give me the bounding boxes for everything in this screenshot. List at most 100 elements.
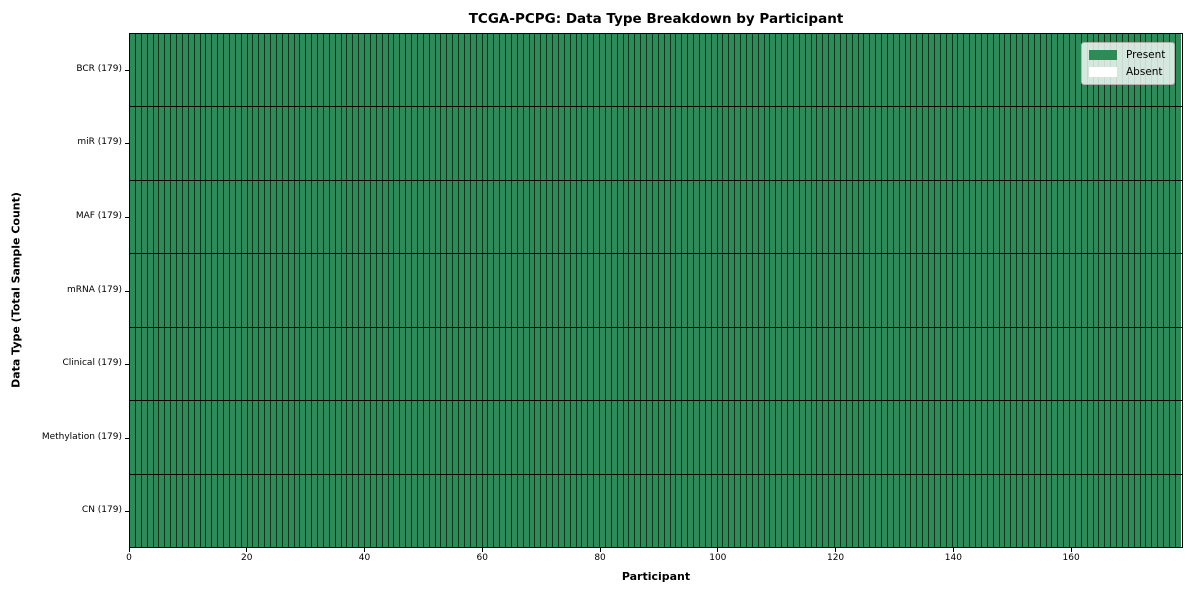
heatmap-cell (228, 401, 235, 474)
heatmap-cell (769, 254, 776, 327)
heatmap-cell (340, 107, 347, 180)
heatmap-cell (499, 34, 505, 107)
heatmap-cell (1051, 107, 1058, 180)
heatmap-cell (416, 254, 423, 327)
heatmap-cell (1168, 401, 1175, 474)
heatmap-cell (1027, 34, 1034, 107)
heatmap-cell (522, 474, 529, 547)
heatmap-cell (904, 254, 911, 327)
heatmap-cell (1092, 474, 1099, 547)
heatmap-cell (434, 107, 441, 180)
heatmap-cell (563, 34, 570, 107)
heatmap-cell (205, 327, 212, 401)
heatmap-cell (669, 474, 676, 547)
heatmap-cell (698, 34, 705, 107)
heatmap-cell (1133, 180, 1140, 254)
heatmap-cell (728, 327, 735, 401)
heatmap-cell (798, 254, 805, 327)
heatmap-cell (704, 474, 711, 547)
heatmap-cell (922, 107, 928, 180)
heatmap-cell (1033, 327, 1040, 401)
heatmap-cell (322, 474, 329, 547)
heatmap-cell (898, 107, 905, 180)
heatmap-cell (452, 401, 458, 474)
heatmap-cell (1051, 327, 1058, 401)
heatmap-cell (205, 254, 212, 327)
heatmap-cell (134, 401, 141, 474)
heatmap-cell (270, 474, 276, 547)
heatmap-cell (845, 327, 852, 401)
heatmap-cell (1151, 180, 1158, 254)
heatmap-cell (1016, 327, 1022, 401)
heatmap-cell (534, 107, 541, 180)
heatmap-cell (581, 254, 588, 327)
heatmap-cell (875, 254, 881, 327)
heatmap-cell (1069, 401, 1075, 474)
heatmap-cell (587, 180, 594, 254)
plot-area (129, 33, 1183, 548)
heatmap-cell (317, 107, 323, 180)
heatmap-cell (1110, 254, 1116, 327)
heatmap-cell (810, 474, 817, 547)
heatmap-cell (640, 34, 646, 107)
heatmap-cell (1027, 254, 1034, 327)
heatmap-cell (1022, 254, 1028, 327)
heatmap-cell (834, 327, 840, 401)
heatmap-cell (181, 34, 188, 107)
heatmap-cell (152, 107, 159, 180)
heatmap-cell (463, 34, 470, 107)
heatmap-cell (505, 34, 511, 107)
heatmap-cell (475, 107, 482, 180)
heatmap-cell (810, 327, 817, 401)
heatmap-cell (663, 474, 670, 547)
heatmap-cell (146, 327, 153, 401)
heatmap-cell (1174, 34, 1181, 107)
heatmap-cell (1010, 401, 1017, 474)
heatmap-cell (522, 327, 529, 401)
heatmap-cell (1004, 107, 1011, 180)
heatmap-cell (792, 180, 799, 254)
heatmap-cell (1016, 254, 1022, 327)
x-tick-mark (599, 548, 601, 552)
heatmap-cell (640, 180, 646, 254)
heatmap-cell (199, 474, 206, 547)
heatmap-cell (910, 327, 917, 401)
heatmap-cell (634, 474, 641, 547)
heatmap-cell (264, 474, 270, 547)
heatmap-cell (681, 401, 688, 474)
heatmap-cell (152, 401, 159, 474)
heatmap-cell (1057, 180, 1064, 254)
heatmap-cell (452, 327, 458, 401)
heatmap-cell (628, 474, 635, 547)
heatmap-cell (352, 401, 359, 474)
heatmap-cell (217, 107, 223, 180)
heatmap-cell (346, 107, 353, 180)
heatmap-cell (657, 107, 664, 180)
heatmap-cell (158, 254, 165, 327)
heatmap-cell (910, 180, 917, 254)
y-tick-mark (125, 364, 129, 366)
heatmap-cell (904, 180, 911, 254)
heatmap-cell (211, 254, 218, 327)
heatmap-cell (998, 107, 1005, 180)
heatmap-cell (975, 401, 981, 474)
heatmap-cell (1139, 327, 1146, 401)
heatmap-cell (428, 327, 435, 401)
heatmap-cell (857, 474, 864, 547)
heatmap-cell (399, 327, 406, 401)
heatmap-cell (240, 180, 247, 254)
heatmap-cell (810, 180, 817, 254)
heatmap-cell (1127, 107, 1134, 180)
heatmap-cell (875, 107, 881, 180)
legend-label-absent: Absent (1126, 66, 1163, 78)
heatmap-cell (1045, 474, 1052, 547)
heatmap-cell (481, 107, 488, 180)
heatmap-cell (687, 401, 693, 474)
heatmap-cell (158, 180, 165, 254)
heatmap-cell (1116, 254, 1122, 327)
heatmap-cell (1139, 401, 1146, 474)
heatmap-cell (1163, 474, 1169, 547)
heatmap-cell (528, 474, 535, 547)
heatmap-row (130, 253, 1182, 327)
heatmap-cell (986, 34, 993, 107)
